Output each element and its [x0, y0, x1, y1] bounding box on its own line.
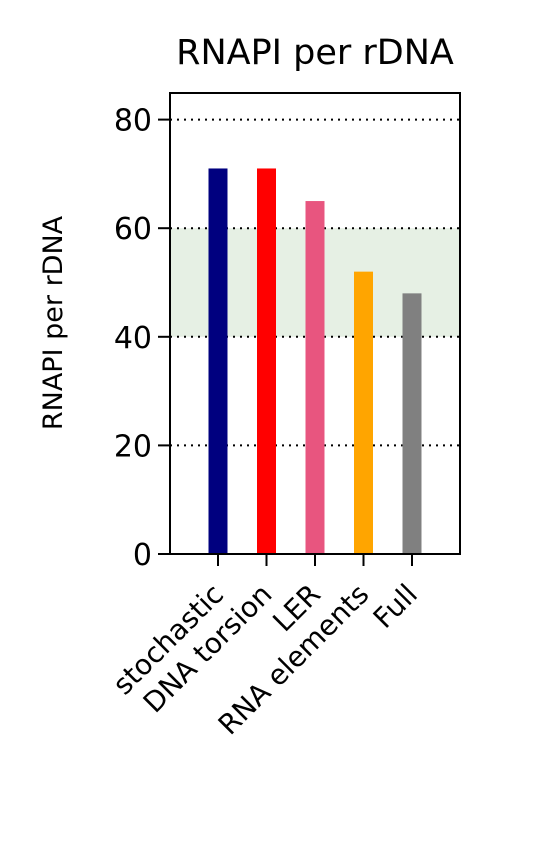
y-axis-label: RNAPI per rDNA — [38, 215, 69, 430]
chart-title: RNAPI per rDNA — [176, 33, 454, 73]
bars-group — [208, 168, 422, 555]
y-tick-label: 0 — [133, 538, 152, 573]
y-tick-label: 80 — [114, 104, 152, 139]
y-tick-label: 40 — [114, 321, 152, 356]
y-axis-ticks: 0 20 40 60 80 — [114, 104, 170, 573]
bar-dna-torsion — [257, 168, 276, 554]
y-tick-label: 20 — [114, 429, 152, 464]
bar-ler — [305, 201, 325, 555]
bar-rna-elements — [354, 271, 373, 554]
bar-stochastic — [208, 168, 228, 554]
x-tick-label: Full — [367, 578, 424, 635]
y-tick-label: 60 — [114, 212, 152, 247]
bar-full — [402, 293, 422, 554]
